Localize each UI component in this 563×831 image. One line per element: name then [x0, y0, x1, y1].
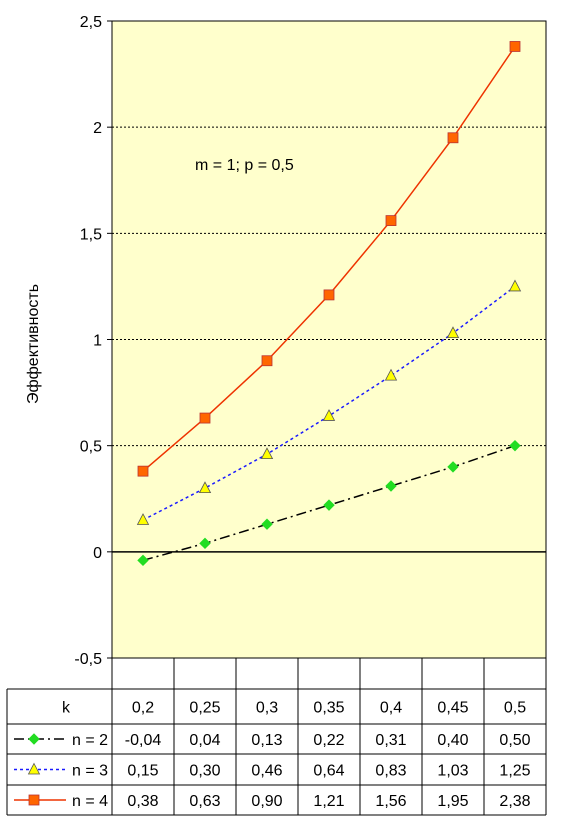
- data-point: [384, 368, 398, 381]
- plot-area: [111, 20, 547, 659]
- legend-label: n = 4: [72, 793, 108, 810]
- data-point: [509, 41, 521, 52]
- table-cell: 1,25: [499, 763, 530, 780]
- y-axis-label: Эффективность: [25, 284, 42, 404]
- y-tick-label: 0,5: [80, 439, 102, 456]
- data-point: [261, 518, 273, 530]
- table-cell: 0,13: [251, 732, 282, 749]
- data-point: [447, 132, 459, 144]
- data-point: [137, 465, 149, 477]
- y-tick-label: 2,5: [80, 14, 102, 31]
- table-category: 0,3: [256, 700, 278, 717]
- table-category: 0,25: [189, 700, 220, 717]
- table-category: 0,45: [437, 700, 468, 717]
- chart-annotation: m = 1; p = 0,5: [195, 157, 294, 174]
- table-cell: 1,21: [313, 793, 344, 810]
- y-tick-label: 1: [93, 333, 102, 350]
- table-cell: 1,95: [437, 793, 468, 810]
- table-header-k: k: [62, 700, 71, 717]
- table-category: 0,35: [313, 700, 344, 717]
- data-point: [509, 439, 521, 452]
- legend-key-marker: [28, 794, 40, 806]
- table-cell: -0,04: [125, 732, 162, 749]
- table-cell: 0,30: [189, 763, 220, 780]
- series-1: [137, 439, 521, 567]
- data-point: [260, 447, 274, 460]
- data-table: k 0,2 0,25 0,3 0,35 0,4 0,45 0,5 n = 2 -0,04 0,04 0…: [6, 658, 547, 816]
- data-point: [447, 461, 459, 473]
- series-3: [137, 41, 521, 477]
- table-cell: 0,04: [189, 732, 220, 749]
- table-cell: 0,64: [313, 763, 344, 780]
- y-tick-label: 1,5: [80, 226, 102, 243]
- data-point: [199, 412, 211, 424]
- table-cell: 0,15: [127, 763, 158, 780]
- table-cell: 0,31: [375, 732, 406, 749]
- series-group: [136, 41, 522, 567]
- y-tick-label: -0,5: [74, 651, 102, 668]
- y-axis: -0,5 0 0,5 1 1,5 2 2,5: [74, 14, 112, 668]
- y-tick-label: 0: [93, 545, 102, 562]
- legend-label: n = 3: [72, 763, 108, 780]
- table-cell: 0,22: [313, 732, 344, 749]
- data-point: [385, 215, 397, 226]
- y-tick-label: 2: [93, 120, 102, 137]
- data-point: [446, 326, 460, 339]
- table-cell: 0,46: [251, 763, 282, 780]
- table-cell: 1,56: [375, 793, 406, 810]
- table-cell: 0,63: [189, 793, 220, 810]
- legend-label: n = 2: [72, 732, 108, 749]
- table-cell: 0,83: [375, 763, 406, 780]
- data-point: [323, 289, 335, 301]
- data-point: [508, 279, 522, 292]
- data-point: [322, 409, 336, 421]
- legend-key-marker: [28, 733, 40, 745]
- legend-key-marker: [27, 762, 41, 775]
- table-cell: 0,38: [127, 793, 158, 810]
- data-point: [261, 355, 273, 367]
- data-point: [385, 480, 397, 492]
- data-point: [323, 499, 335, 511]
- table-cell: 1,03: [437, 763, 468, 780]
- data-point: [137, 554, 149, 567]
- table-category: 0,4: [380, 700, 402, 717]
- table-cell: 0,90: [251, 793, 282, 810]
- data-point: [136, 513, 150, 525]
- table-cell: 0,40: [437, 732, 468, 749]
- data-point: [199, 537, 211, 550]
- table-category: 0,5: [504, 700, 526, 717]
- table-category: 0,2: [132, 700, 154, 717]
- table-cell: 0,50: [499, 732, 530, 749]
- data-point: [198, 481, 212, 494]
- table-cell: 2,38: [499, 793, 530, 810]
- series-2: [136, 279, 522, 525]
